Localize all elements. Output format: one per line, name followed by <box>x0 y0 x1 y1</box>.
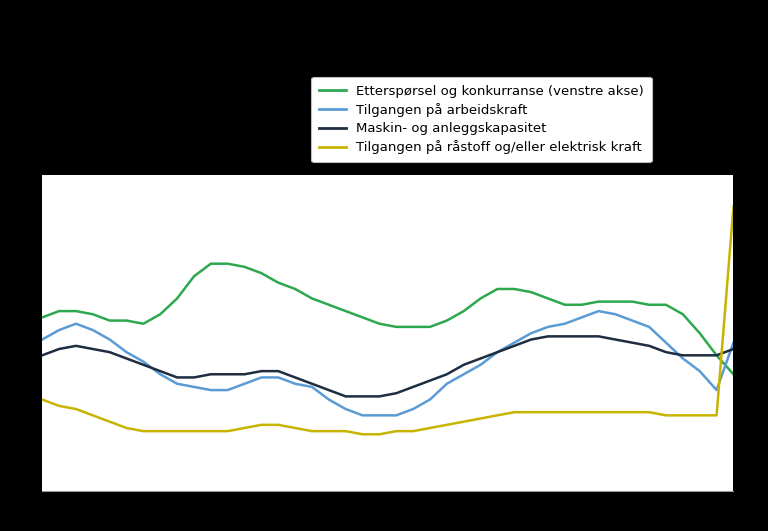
Legend: Etterspørsel og konkurranse (venstre akse), Tilgangen på arbeidskraft, Maskin- o: Etterspørsel og konkurranse (venstre aks… <box>312 76 652 162</box>
Text: Prosent: Prosent <box>741 66 768 80</box>
Text: Prosent
(Etterspørsel og konkurranse): Prosent (Etterspørsel og konkurranse) <box>12 66 218 97</box>
